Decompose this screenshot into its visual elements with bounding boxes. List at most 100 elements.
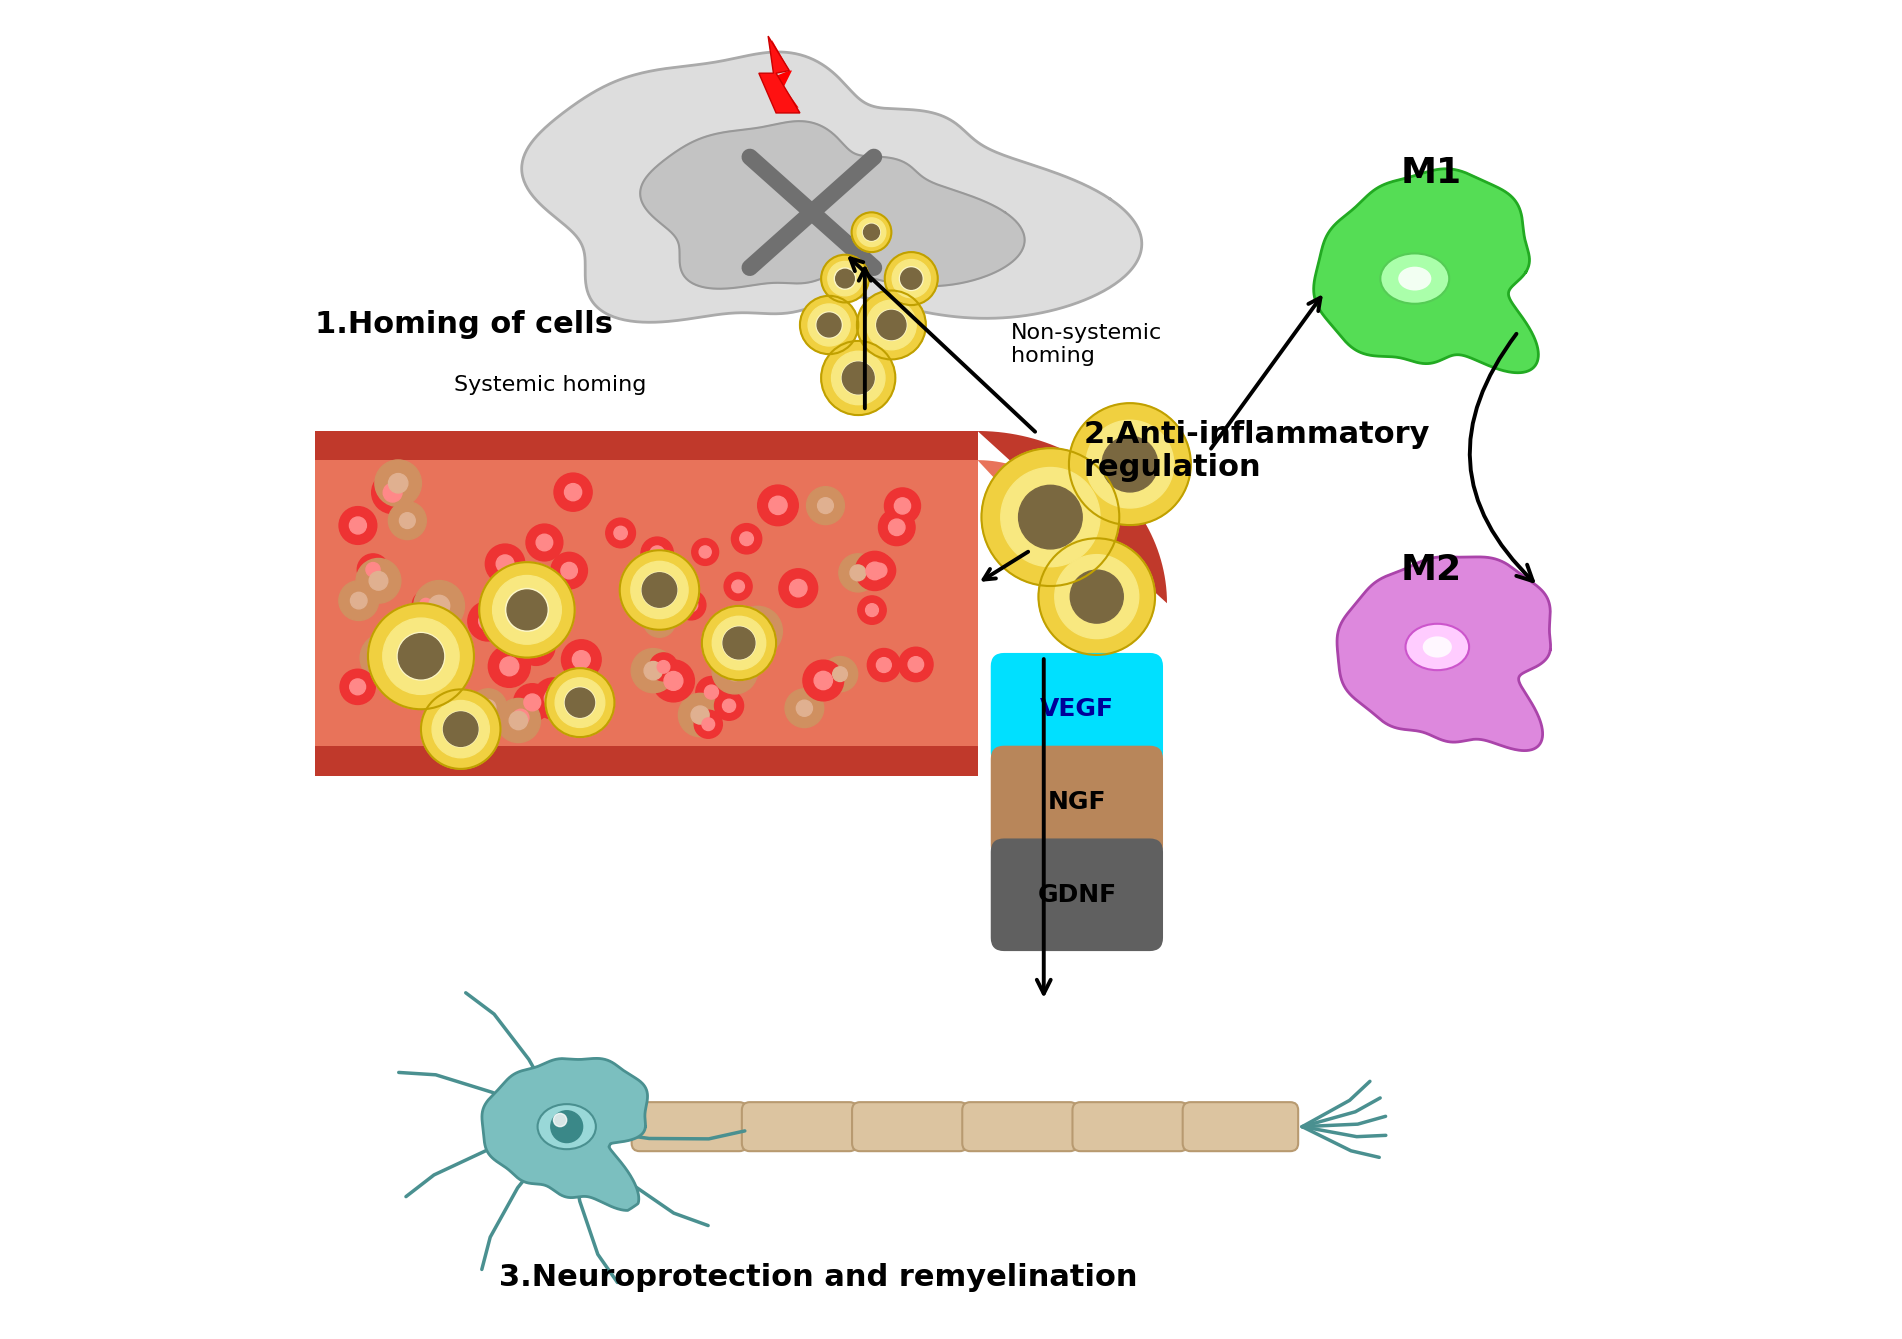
Circle shape: [631, 648, 675, 692]
Polygon shape: [787, 431, 1168, 775]
Circle shape: [1056, 554, 1139, 639]
Circle shape: [650, 546, 664, 561]
Circle shape: [515, 581, 550, 613]
Circle shape: [652, 660, 694, 702]
Circle shape: [561, 562, 578, 578]
Circle shape: [439, 682, 453, 694]
Circle shape: [382, 619, 458, 695]
Circle shape: [1101, 437, 1158, 491]
Circle shape: [1019, 486, 1082, 548]
Circle shape: [614, 526, 628, 540]
Circle shape: [780, 569, 818, 608]
Polygon shape: [316, 461, 978, 746]
Circle shape: [420, 599, 432, 611]
Circle shape: [496, 699, 540, 743]
Circle shape: [740, 532, 753, 545]
Circle shape: [879, 509, 915, 545]
Circle shape: [523, 694, 540, 711]
Circle shape: [565, 688, 595, 718]
Circle shape: [506, 588, 548, 631]
Circle shape: [877, 657, 892, 672]
Circle shape: [694, 710, 723, 738]
Circle shape: [491, 548, 521, 578]
Circle shape: [359, 633, 409, 683]
Circle shape: [1086, 420, 1174, 507]
Polygon shape: [844, 461, 1111, 746]
Circle shape: [841, 362, 875, 395]
Circle shape: [514, 684, 552, 722]
Polygon shape: [759, 36, 801, 112]
Circle shape: [822, 254, 869, 303]
Circle shape: [382, 483, 401, 502]
Circle shape: [527, 637, 544, 655]
Circle shape: [692, 538, 719, 565]
Circle shape: [468, 601, 508, 641]
Circle shape: [481, 700, 496, 715]
Circle shape: [732, 524, 761, 554]
Circle shape: [479, 612, 496, 631]
Circle shape: [643, 605, 675, 637]
Circle shape: [365, 562, 380, 577]
Text: 1.Homing of cells: 1.Homing of cells: [316, 311, 612, 340]
Circle shape: [677, 590, 706, 620]
FancyBboxPatch shape: [991, 838, 1162, 951]
Circle shape: [504, 578, 533, 607]
Circle shape: [786, 688, 824, 727]
Circle shape: [843, 362, 875, 394]
Circle shape: [702, 718, 715, 731]
Circle shape: [856, 552, 894, 590]
Circle shape: [339, 581, 378, 620]
Circle shape: [392, 664, 420, 692]
Circle shape: [768, 497, 787, 514]
Circle shape: [553, 473, 592, 511]
Circle shape: [489, 645, 531, 687]
Text: M2: M2: [1400, 553, 1461, 586]
Circle shape: [443, 711, 479, 747]
Circle shape: [803, 660, 844, 700]
Polygon shape: [1314, 169, 1539, 372]
Circle shape: [350, 517, 367, 534]
Circle shape: [827, 261, 862, 296]
Circle shape: [565, 483, 582, 501]
Circle shape: [428, 596, 449, 616]
Circle shape: [399, 513, 415, 529]
Circle shape: [1038, 538, 1155, 655]
Circle shape: [711, 616, 767, 670]
Circle shape: [875, 309, 907, 340]
Circle shape: [1071, 570, 1124, 623]
Circle shape: [546, 668, 614, 736]
Circle shape: [508, 590, 548, 629]
Circle shape: [900, 266, 922, 291]
FancyBboxPatch shape: [962, 1102, 1078, 1152]
Circle shape: [643, 573, 677, 607]
Circle shape: [835, 268, 856, 289]
Circle shape: [514, 710, 529, 726]
Circle shape: [723, 627, 755, 660]
Circle shape: [685, 599, 698, 612]
Circle shape: [525, 589, 540, 605]
Circle shape: [723, 699, 736, 712]
Circle shape: [631, 561, 689, 619]
Circle shape: [552, 553, 588, 589]
Circle shape: [1071, 570, 1122, 623]
Circle shape: [822, 341, 896, 415]
Circle shape: [725, 572, 751, 600]
Circle shape: [479, 562, 574, 657]
Circle shape: [358, 554, 388, 585]
Circle shape: [371, 471, 413, 514]
Circle shape: [388, 502, 426, 540]
Circle shape: [822, 656, 858, 692]
Circle shape: [658, 660, 670, 674]
Circle shape: [375, 648, 396, 668]
Circle shape: [894, 498, 911, 514]
Circle shape: [369, 572, 388, 590]
Circle shape: [816, 312, 843, 337]
Circle shape: [498, 556, 514, 570]
Circle shape: [888, 520, 905, 536]
FancyBboxPatch shape: [1183, 1102, 1299, 1152]
Circle shape: [565, 687, 595, 718]
Circle shape: [831, 351, 884, 404]
Circle shape: [493, 576, 561, 644]
Circle shape: [649, 653, 677, 680]
Circle shape: [641, 537, 673, 569]
